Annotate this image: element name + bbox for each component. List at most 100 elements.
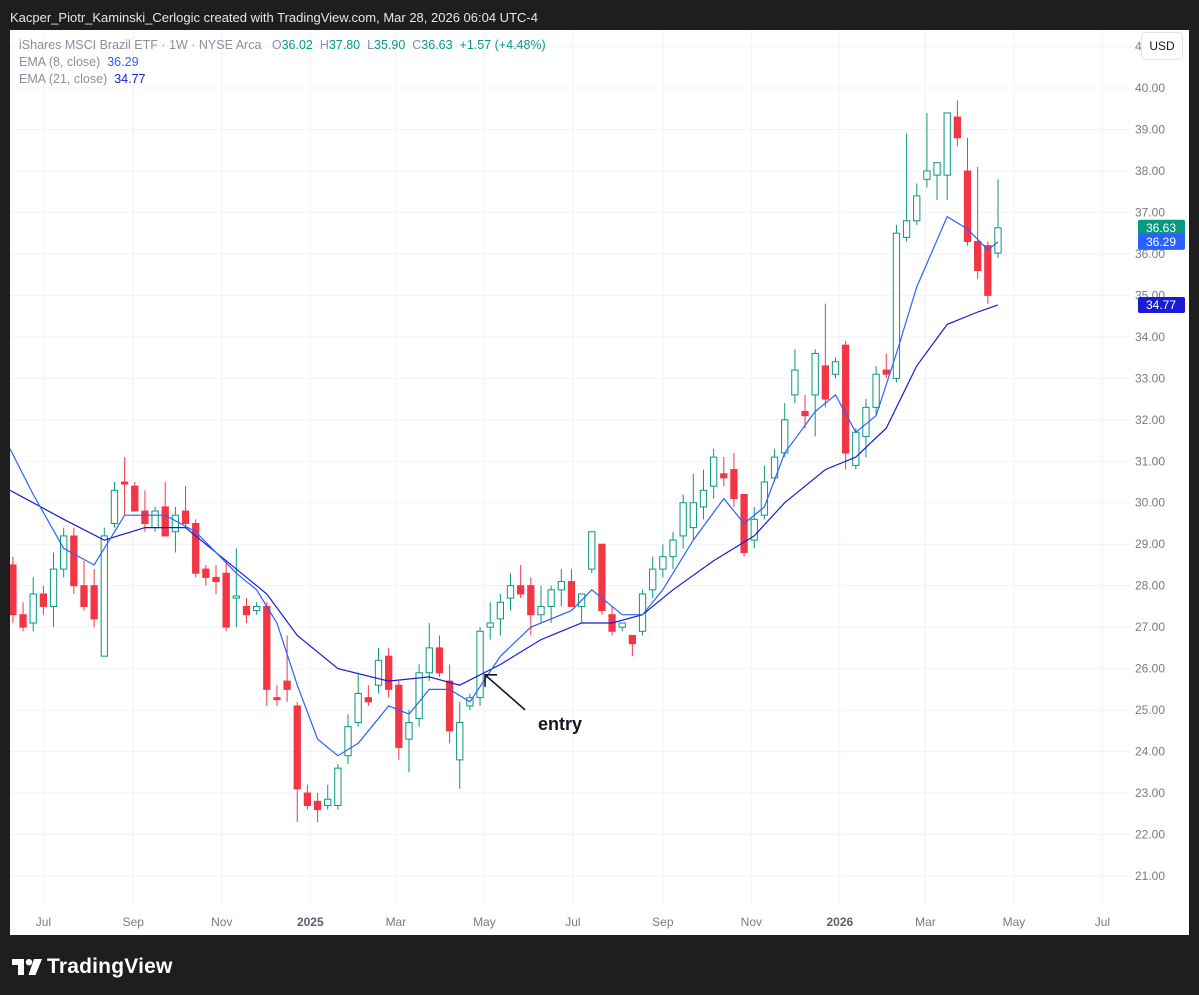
legend-ema21-label: EMA (21, close)	[19, 72, 108, 86]
candle-down	[445, 680, 454, 732]
candle-down	[192, 522, 200, 574]
candle-up	[699, 489, 708, 508]
candle-up	[456, 722, 464, 761]
legend-c-label: C	[412, 38, 422, 52]
candle-up	[852, 431, 860, 466]
y-tick-label: 24.00	[1135, 745, 1165, 759]
candle-down	[222, 572, 230, 628]
candle-up	[537, 605, 545, 616]
y-tick-label: 33.00	[1135, 371, 1165, 385]
x-tick-label: May	[473, 915, 496, 929]
x-tick-label: Mar	[915, 915, 936, 929]
candle-up	[902, 220, 911, 238]
candle-down	[39, 593, 48, 607]
candle-up	[943, 112, 951, 176]
candle-down	[364, 697, 372, 703]
candle-up	[476, 630, 484, 699]
price-badge-text: 34.77	[1146, 298, 1176, 312]
candle-down	[801, 411, 809, 417]
tradingview-logo-icon	[12, 959, 42, 975]
candle-down	[212, 576, 220, 583]
tradingview-logo[interactable]: TradingView	[12, 955, 173, 979]
candle-up	[354, 693, 362, 724]
y-tick-label: 39.00	[1135, 123, 1165, 137]
legend-ema21-row[interactable]: EMA (21, close) 34.77	[19, 72, 145, 86]
legend-symbol[interactable]: iShares MSCI Brazil ETF · 1W · NYSE Arca	[19, 38, 262, 52]
candle-up	[547, 589, 555, 607]
legend-ema8-label: EMA (8, close)	[19, 55, 101, 69]
y-tick-label: 26.00	[1135, 662, 1165, 676]
candle-down	[963, 170, 972, 242]
candle-up	[689, 502, 697, 529]
y-tick-label: 23.00	[1135, 786, 1165, 800]
candle-down	[720, 473, 728, 479]
candle-down	[730, 469, 738, 500]
x-tick-label: 2026	[826, 915, 853, 929]
price-badge	[1138, 219, 1185, 236]
y-tick-label: 22.00	[1135, 828, 1165, 842]
candle-up	[750, 518, 758, 541]
entry-arrow-shaft	[484, 674, 526, 711]
candle-down	[161, 506, 169, 537]
candle-up	[110, 489, 119, 524]
candle-up	[405, 722, 413, 740]
x-tick-label: Sep	[123, 915, 145, 929]
x-tick-label: Nov	[741, 915, 762, 929]
y-tick-label: 30.00	[1135, 496, 1165, 510]
legend-open-value: 36.02	[281, 38, 313, 52]
candle-up	[872, 373, 880, 408]
candle-up	[669, 539, 677, 558]
candle-up	[760, 481, 769, 516]
candle-up	[100, 535, 108, 657]
price-chart[interactable]: 21.00 22.00 23.00 24.00 25.00 26.00 27.00 28.00…	[10, 30, 1189, 935]
y-tick-label: 21.00	[1135, 869, 1165, 883]
candle-up	[425, 647, 433, 674]
legend-change: +1.57 (+4.48%)	[459, 38, 546, 52]
candle-down	[984, 245, 992, 296]
legend-ohlc-row: iShares MSCI Brazil ETF · 1W · NYSE Arca…	[19, 38, 546, 52]
legend-close-value: 36.63	[421, 38, 453, 52]
candle-down	[19, 614, 27, 628]
candle-down	[303, 792, 312, 806]
legend-ema8-row[interactable]: EMA (8, close) 36.29	[19, 55, 139, 69]
candle-up	[171, 514, 180, 533]
candle-up	[334, 767, 342, 806]
legend-high-value: 37.80	[328, 38, 361, 52]
candle-down	[841, 344, 850, 454]
y-tick-label: 38.00	[1135, 164, 1165, 178]
entry-arrow-head	[484, 674, 498, 687]
candle-up	[49, 568, 58, 607]
candle-up	[232, 595, 240, 599]
price-badge	[1138, 296, 1185, 313]
legend-low-value: 35.90	[374, 38, 406, 52]
x-tick-label: 2025	[297, 915, 324, 929]
y-tick-label: 32.00	[1135, 413, 1165, 427]
candle-up	[649, 568, 657, 591]
candle-up	[913, 195, 921, 222]
candle-down	[953, 116, 962, 139]
candle-up	[29, 593, 37, 624]
candle-down	[202, 568, 210, 578]
currency-button[interactable]: USD	[1141, 32, 1183, 60]
candle-up	[831, 361, 840, 375]
y-tick-label: 28.00	[1135, 579, 1165, 593]
candle-up	[588, 531, 596, 570]
candle-up	[60, 535, 68, 570]
candle-down	[395, 684, 403, 748]
candle-up	[252, 605, 261, 612]
candle-down	[80, 585, 88, 607]
y-tick-label: 37.00	[1135, 205, 1165, 219]
tradingview-brand: TradingView	[47, 955, 173, 978]
candle-down	[120, 481, 129, 485]
candle-down	[283, 680, 291, 690]
candle-down	[974, 240, 982, 272]
legend-h-label: H	[319, 38, 329, 52]
price-badge	[1138, 233, 1185, 250]
ema21-line	[10, 304, 999, 686]
candle-up	[324, 798, 332, 806]
y-tick-label: 27.00	[1135, 620, 1165, 634]
chart-panel[interactable]: 21.00 22.00 23.00 24.00 25.00 26.00 27.00 28.00…	[10, 30, 1189, 935]
candle-up	[781, 419, 789, 454]
candle-up	[923, 170, 931, 180]
candle-up	[770, 456, 779, 479]
